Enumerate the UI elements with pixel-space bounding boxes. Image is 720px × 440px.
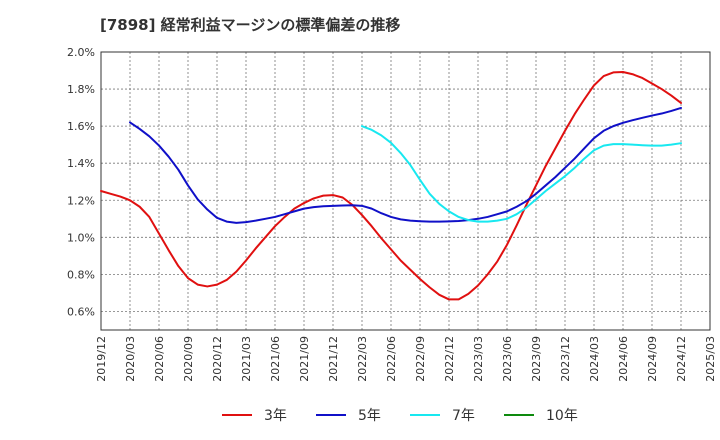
x-tick-label: 2021/09 (298, 336, 311, 382)
legend-label: 7年 (452, 408, 475, 424)
x-tick-label: 2019/12 (95, 336, 108, 382)
x-tick-label: 2024/09 (646, 336, 659, 382)
x-tick-label: 2022/09 (414, 336, 427, 382)
x-tick-label: 2024/06 (617, 336, 630, 382)
x-tick-label: 2020/09 (182, 336, 195, 382)
x-tick-label: 2020/12 (211, 336, 224, 382)
x-tick-label: 2021/12 (327, 336, 340, 382)
y-tick-label: 0.6% (67, 305, 95, 318)
y-tick-label: 0.8% (67, 268, 95, 281)
x-tick-label: 2024/12 (675, 336, 688, 382)
y-tick-label: 1.4% (67, 157, 95, 170)
legend: 3年 5年 7年 10年 (222, 408, 578, 424)
x-tick-label: 2020/06 (153, 336, 166, 382)
x-tick-label: 2023/12 (559, 336, 572, 382)
x-tick-label: 2022/03 (356, 336, 369, 382)
legend-label: 10年 (546, 408, 578, 424)
x-tick-label: 2023/03 (472, 336, 485, 382)
x-tick-label: 2022/12 (443, 336, 456, 382)
x-tick-label: 2023/09 (530, 336, 543, 382)
legend-label: 3年 (264, 408, 287, 424)
x-tick-label: 2022/06 (385, 336, 398, 382)
chart-title: [7898] 経常利益マージンの標準偏差の推移 (100, 16, 401, 34)
y-tick-label: 1.2% (67, 194, 95, 207)
y-tick-label: 2.0% (67, 46, 95, 59)
x-tick-label: 2021/06 (269, 336, 282, 382)
y-tick-label: 1.8% (67, 83, 95, 96)
x-tick-label: 2021/03 (240, 336, 253, 382)
x-tick-label: 2023/06 (501, 336, 514, 382)
series-line-7年 (361, 125, 682, 223)
y-tick-label: 1.0% (67, 231, 95, 244)
plot-area (101, 52, 710, 330)
series-line-3年 (100, 71, 682, 301)
x-tick-label: 2024/03 (588, 336, 601, 382)
series-line-5年 (129, 106, 682, 224)
x-tick-label: 2025/03 (704, 336, 717, 382)
x-tick-label: 2020/03 (124, 336, 137, 382)
legend-label: 5年 (358, 408, 381, 424)
y-tick-label: 1.6% (67, 120, 95, 133)
